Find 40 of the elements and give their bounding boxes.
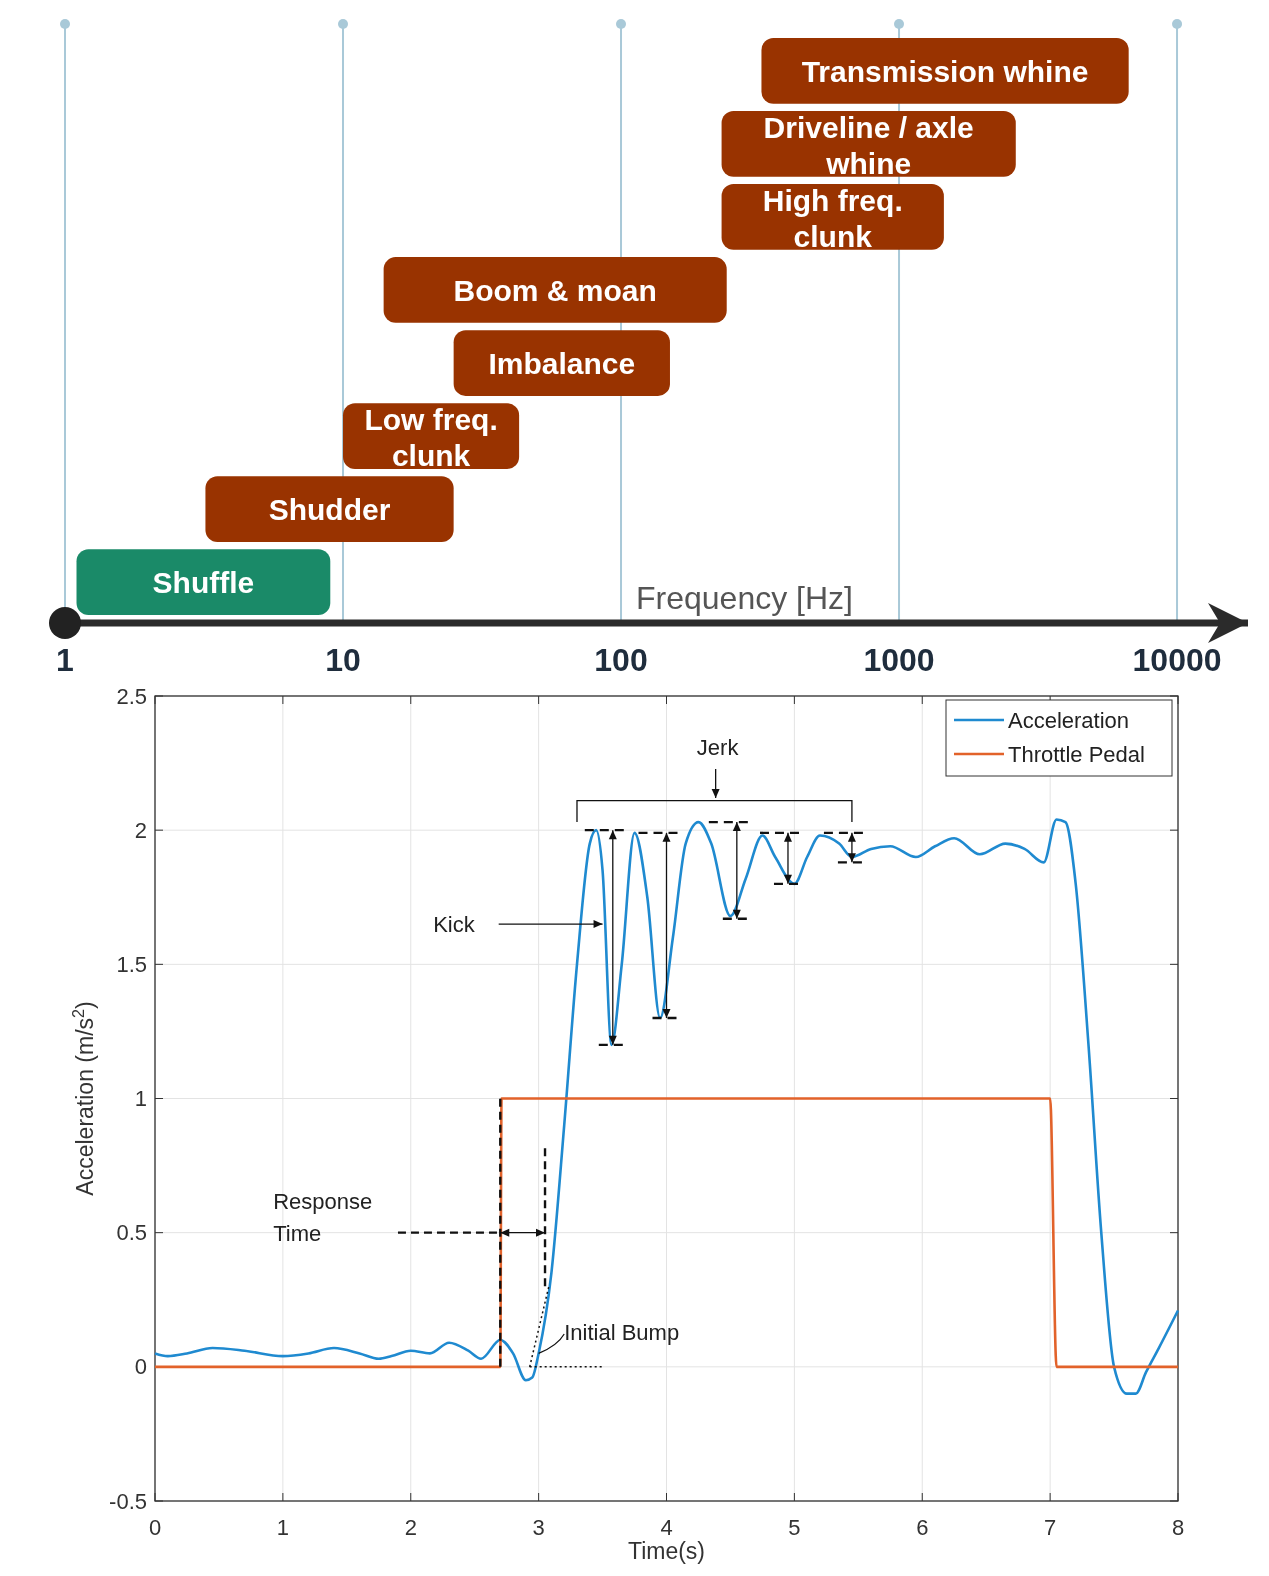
x-tick-label: 4 (660, 1515, 673, 1540)
y-tick-label: -0.5 (109, 1488, 147, 1514)
x-tick-label: 7 (1044, 1515, 1057, 1540)
y-tick-label: Low freq. clunk (364, 402, 498, 472)
bar (205, 476, 454, 542)
y-tick-label: Transmission whine (801, 54, 1089, 88)
legend-label: Throttle Pedal (1008, 741, 1145, 767)
y-tick-label: Boom & moan (453, 273, 657, 307)
x-tick-label: 6 (916, 1515, 929, 1540)
x-tick-label: 1000 (863, 642, 935, 678)
annotation: Initial Bump (564, 1320, 680, 1345)
y-tick-label: High freq. clunk (762, 183, 903, 253)
x-tick-label: 5 (788, 1515, 801, 1540)
annotation: Kick (433, 911, 476, 937)
x-axis-title: Frequency [Hz] (636, 580, 853, 616)
y-tick-label: Driveline / axle whine (763, 110, 974, 180)
y-tick-label: 0 (134, 1354, 147, 1380)
y-tick-label: 1 (134, 1086, 147, 1111)
line-series (153, 818, 1180, 1395)
x-tick-label: 1 (276, 1515, 289, 1540)
x-tick-label: 10000 (1132, 642, 1222, 678)
bar (76, 549, 331, 615)
y-tick-label: 2 (134, 817, 147, 843)
y-tick-label: Imbalance (488, 346, 636, 380)
x-tick-label: 100 (594, 642, 648, 678)
y-tick-label: 0.5 (116, 1220, 147, 1246)
x-tick-label: 8 (1171, 1515, 1185, 1540)
x-tick-label: 3 (532, 1515, 545, 1540)
x-tick-label: 10 (325, 642, 361, 678)
y-tick-label: Shudder (268, 492, 391, 526)
x-tick-label: 1 (56, 642, 74, 678)
x-tick-label: 2 (404, 1515, 417, 1540)
bar (383, 257, 727, 323)
y-tick-label: 2.5 (116, 683, 147, 709)
y-tick-label: 1.5 (116, 951, 147, 977)
annotation: Response Time (273, 1188, 373, 1246)
legend-label: Acceleration (1008, 707, 1130, 733)
annotation: Jerk (696, 735, 740, 761)
x-axis-title: Time(s) (627, 1538, 706, 1564)
y-tick-label: Shuffle (152, 565, 255, 599)
